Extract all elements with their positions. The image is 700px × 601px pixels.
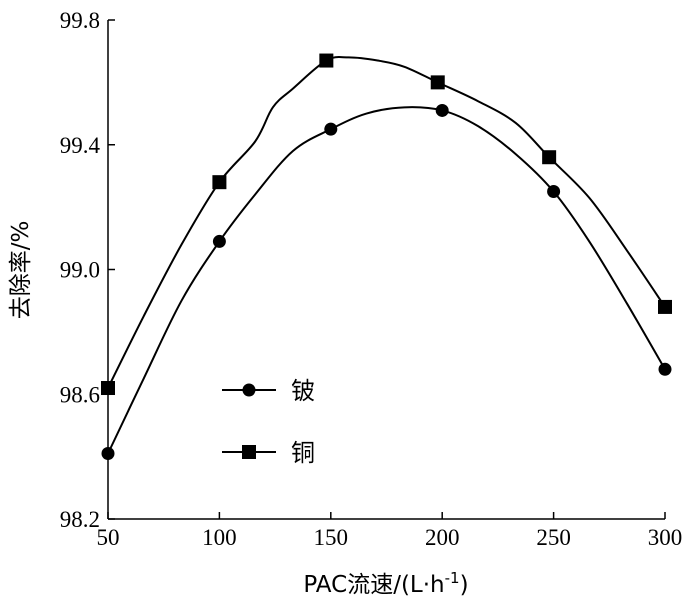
x-axis-label-superscript: -1: [445, 569, 460, 587]
y-tick-label: 99.0: [60, 258, 100, 283]
data-point: [212, 234, 226, 248]
data-point: [324, 122, 338, 136]
data-point: [101, 447, 115, 461]
data-point: [319, 53, 334, 68]
x-axis-label-close: ): [460, 572, 469, 598]
x-tick-label: 250: [536, 525, 571, 550]
legend-item: 铍: [222, 377, 315, 405]
series-line: [107, 56, 666, 389]
data-point: [212, 175, 227, 190]
x-axis-label-main: PAC流速/(L·h: [303, 572, 444, 598]
series-1: [101, 103, 672, 461]
data-point: [542, 150, 557, 165]
series-layer: [101, 53, 672, 461]
data-point: [435, 103, 449, 117]
data-point: [658, 299, 672, 314]
y-tick-label: 99.8: [60, 8, 100, 33]
data-point: [101, 381, 115, 396]
data-point: [430, 75, 445, 90]
x-tick-label: 200: [425, 525, 460, 550]
data-point: [658, 362, 672, 376]
series-line: [107, 106, 666, 454]
x-tick-label: 150: [314, 525, 349, 550]
legend-label: 铍: [291, 377, 315, 405]
x-tick-label: 300: [648, 525, 683, 550]
legend: 铍铜: [222, 377, 315, 467]
y-tick-label: 99.4: [60, 133, 101, 158]
y-tick-label: 98.2: [60, 507, 100, 532]
legend-item: 铜: [222, 439, 315, 467]
y-axis-label: 去除率/%: [8, 221, 34, 320]
legend-marker: [242, 445, 256, 459]
x-axis-label: PAC流速/(L·h-1): [303, 569, 468, 598]
legend-label: 铜: [291, 439, 315, 467]
y-tick-label: 98.6: [60, 382, 100, 407]
series-2: [101, 53, 672, 396]
legend-marker: [242, 383, 256, 397]
x-tick-label: 100: [202, 525, 237, 550]
data-point: [547, 185, 561, 199]
x-tick-label: 50: [97, 525, 120, 550]
axes: 98.2 98.6 99.0 99.4 99.8 50 100 150 200 250 300: [60, 8, 683, 550]
